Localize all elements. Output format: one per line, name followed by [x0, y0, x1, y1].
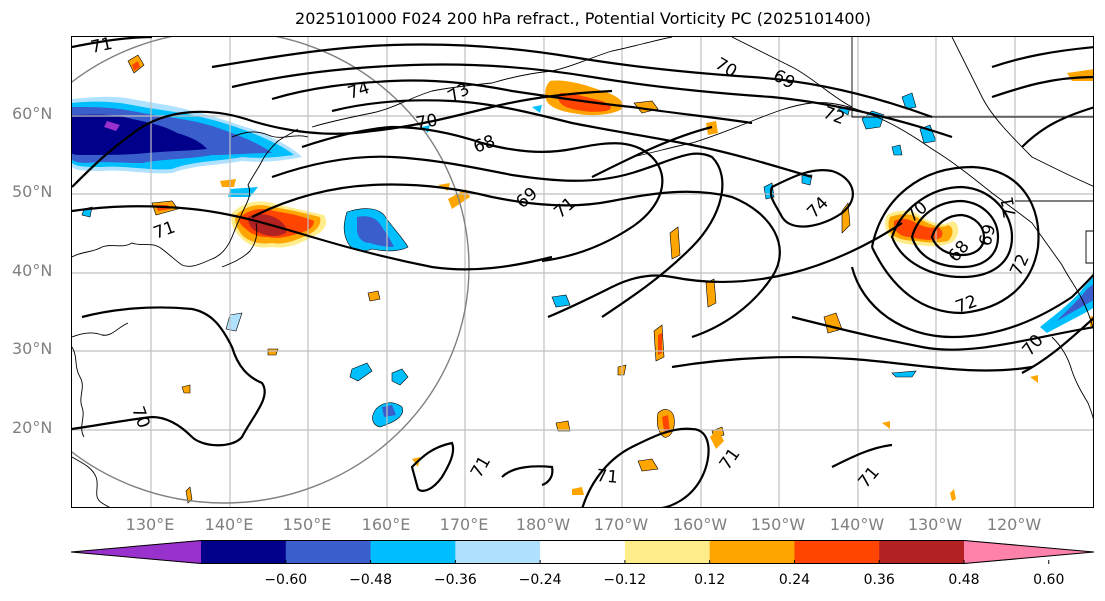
colorbar-tick-label: −0.48: [349, 572, 392, 588]
colorbar-segment: [201, 540, 287, 564]
lon-label-140w: 140°W: [829, 515, 885, 534]
range-circle: [72, 37, 470, 504]
pv-negative-shading: [72, 92, 1093, 428]
lat-label-60n: 60°N: [12, 104, 53, 123]
colorbar-tick-label: 0.36: [863, 572, 895, 588]
colorbar-tick-label: −0.12: [603, 572, 647, 588]
colorbar-tick-label: −0.24: [518, 572, 562, 588]
lon-label-160e: 160°E: [361, 515, 411, 534]
map-panel: 71 74 73 70 68 69 71 70 69 72 74 70 68 6…: [71, 36, 1094, 508]
contour-label: 70: [712, 54, 741, 82]
pv-anomaly-30n-a: [349, 362, 373, 382]
lon-label-150e: 150°E: [282, 515, 332, 534]
colorbar-segment: [709, 540, 795, 564]
contour-label: 69: [512, 184, 541, 213]
contour-label: 71: [89, 37, 114, 58]
lon-label-170w: 170°W: [593, 515, 649, 534]
lat-label-30n: 30°N: [12, 339, 53, 358]
colorbar-segment: [624, 540, 711, 564]
colorbar-segment: [540, 540, 626, 564]
colorbar-outline: [71, 540, 1094, 564]
lat-label-20n: 20°N: [12, 418, 53, 437]
contour-label: 71: [467, 453, 495, 482]
map-canvas: 71 74 73 70 68 69 71 70 69 72 74 70 68 6…: [72, 37, 1093, 507]
pv-anomaly-california: [1040, 277, 1093, 333]
lon-label-160w: 160°W: [672, 515, 728, 534]
colorbar-segment: [370, 540, 456, 564]
contour-label: 70: [414, 110, 439, 133]
contours: [72, 37, 1093, 507]
pv-positive-shading: [127, 54, 1093, 504]
colorbar-tick-label: 0.12: [694, 572, 726, 588]
contour-label: 71: [997, 195, 1020, 220]
contour-label: 69: [770, 66, 798, 94]
contour-label: 70: [1019, 331, 1048, 360]
colorbar-tick-label: 0.48: [948, 572, 980, 588]
lon-label-120w: 120°W: [986, 515, 1042, 534]
contour-label: 71: [550, 194, 579, 223]
gridlines: [72, 37, 1093, 507]
colorbar-segment: [794, 540, 880, 564]
colorbar-tick-label: −0.60: [264, 572, 308, 588]
colorbar-extend-high: [964, 540, 1094, 564]
contour-label: 71: [716, 445, 745, 474]
lon-label-170e: 170°E: [439, 515, 489, 534]
colorbar-tick-label: 0.24: [778, 572, 811, 588]
lat-label-50n: 50°N: [12, 182, 53, 201]
colorbar: [71, 540, 1094, 564]
lat-label-40n: 40°N: [12, 261, 53, 280]
colorbar-segment: [285, 540, 372, 564]
colorbar-segment: [455, 540, 541, 564]
contour-label: 70: [127, 404, 153, 431]
contour-label: 74: [803, 193, 832, 222]
contour-label: 71: [855, 463, 884, 492]
contour-label: 71: [151, 218, 178, 244]
colorbar-segment: [879, 540, 965, 564]
contour-label: 71: [596, 466, 619, 488]
lon-label-180w: 180°W: [515, 515, 571, 534]
contour-label: 68: [471, 132, 498, 158]
colorbar-extend-low: [71, 540, 201, 564]
colorbar-tick-label: −0.36: [433, 572, 477, 588]
lon-label-150w: 150°W: [750, 515, 806, 534]
lon-label-140e: 140°E: [204, 515, 254, 534]
lon-label-130w: 130°W: [907, 515, 963, 534]
colorbar-tick-label: 0.60: [1033, 572, 1065, 588]
chart-title: 2025101000 F024 200 hPa refract., Potent…: [295, 9, 871, 28]
lon-label-130e: 130°E: [125, 515, 175, 534]
coastlines: [72, 37, 1093, 507]
